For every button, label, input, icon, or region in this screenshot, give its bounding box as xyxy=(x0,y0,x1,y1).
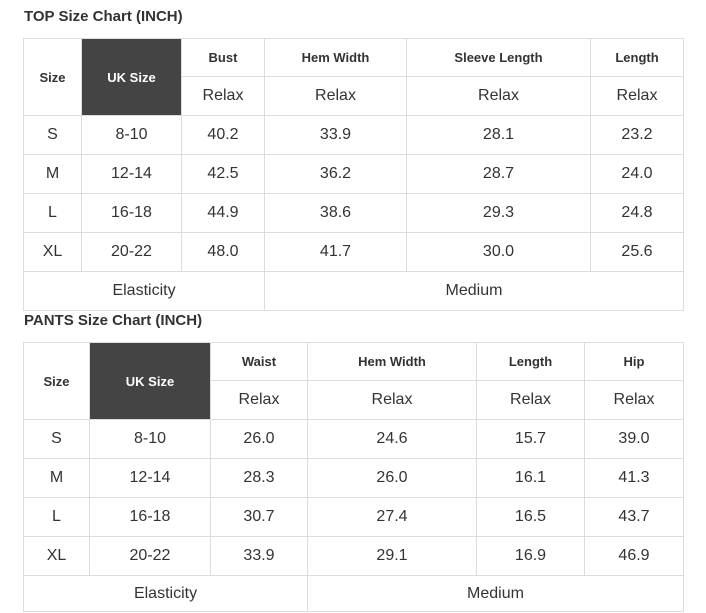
footer-cell: Elasticity xyxy=(23,271,265,311)
data-cell: 28.1 xyxy=(406,115,591,155)
data-cell: 29.1 xyxy=(307,536,477,576)
data-cell: XL xyxy=(23,232,82,272)
data-cell: XL xyxy=(23,536,90,576)
data-cell: 16.5 xyxy=(476,497,585,537)
fit-cell: Relax xyxy=(181,76,265,116)
data-cell: 28.7 xyxy=(406,154,591,194)
top-title: TOP Size Chart (INCH) xyxy=(24,8,183,25)
data-cell: 12-14 xyxy=(89,458,211,498)
data-cell: 42.5 xyxy=(181,154,265,194)
data-cell: 30.7 xyxy=(210,497,308,537)
data-cell: 23.2 xyxy=(590,115,684,155)
data-cell: 24.8 xyxy=(590,193,684,233)
data-cell: 29.3 xyxy=(406,193,591,233)
data-cell: 36.2 xyxy=(264,154,407,194)
fit-cell: Relax xyxy=(264,76,407,116)
data-cell: 30.0 xyxy=(406,232,591,272)
fit-cell: Relax xyxy=(590,76,684,116)
data-cell: 48.0 xyxy=(181,232,265,272)
data-cell: 12-14 xyxy=(81,154,182,194)
data-cell: 33.9 xyxy=(210,536,308,576)
header-cell: UK Size xyxy=(81,38,182,116)
data-cell: 24.0 xyxy=(590,154,684,194)
data-cell: 8-10 xyxy=(89,419,211,459)
fit-cell: Relax xyxy=(210,380,308,420)
data-cell: 20-22 xyxy=(81,232,182,272)
data-cell: 39.0 xyxy=(584,419,684,459)
data-cell: 43.7 xyxy=(584,497,684,537)
data-cell: 24.6 xyxy=(307,419,477,459)
data-cell: L xyxy=(23,193,82,233)
data-cell: S xyxy=(23,115,82,155)
header-cell: Hip xyxy=(584,342,684,381)
header-cell: Waist xyxy=(210,342,308,381)
footer-cell: Elasticity xyxy=(23,575,308,612)
data-cell: 8-10 xyxy=(81,115,182,155)
header-cell: UK Size xyxy=(89,342,211,420)
header-cell: Bust xyxy=(181,38,265,77)
header-cell: Sleeve Length xyxy=(406,38,591,77)
data-cell: M xyxy=(23,154,82,194)
data-cell: 40.2 xyxy=(181,115,265,155)
header-cell: Hem Width xyxy=(307,342,477,381)
fit-cell: Relax xyxy=(584,380,684,420)
data-cell: 28.3 xyxy=(210,458,308,498)
fit-cell: Relax xyxy=(307,380,477,420)
data-cell: M xyxy=(23,458,90,498)
fit-cell: Relax xyxy=(476,380,585,420)
header-cell: Length xyxy=(476,342,585,381)
data-cell: 15.7 xyxy=(476,419,585,459)
data-cell: 41.7 xyxy=(264,232,407,272)
data-cell: 44.9 xyxy=(181,193,265,233)
footer-cell: Medium xyxy=(307,575,684,612)
pants-table: Size UK Size Waist Hem Width Length Hip Relax R… xyxy=(23,342,684,612)
data-cell: L xyxy=(23,497,90,537)
data-cell: 26.0 xyxy=(307,458,477,498)
data-cell: 20-22 xyxy=(89,536,211,576)
top-table: Size UK Size Bust Hem Width Sleeve Length Len… xyxy=(23,38,684,311)
data-cell: 27.4 xyxy=(307,497,477,537)
data-cell: 33.9 xyxy=(264,115,407,155)
data-cell: 38.6 xyxy=(264,193,407,233)
data-cell: 46.9 xyxy=(584,536,684,576)
data-cell: 41.3 xyxy=(584,458,684,498)
header-cell: Size xyxy=(23,342,90,420)
header-cell: Size xyxy=(23,38,82,116)
pants-title: PANTS Size Chart (INCH) xyxy=(24,312,203,329)
data-cell: 16-18 xyxy=(81,193,182,233)
data-cell: 26.0 xyxy=(210,419,308,459)
data-cell: 16.1 xyxy=(476,458,585,498)
header-cell: Hem Width xyxy=(264,38,407,77)
fit-cell: Relax xyxy=(406,76,591,116)
data-cell: 16.9 xyxy=(476,536,585,576)
data-cell: 25.6 xyxy=(590,232,684,272)
data-cell: S xyxy=(23,419,90,459)
footer-cell: Medium xyxy=(264,271,684,311)
data-cell: 16-18 xyxy=(89,497,211,537)
header-cell: Length xyxy=(590,38,684,77)
